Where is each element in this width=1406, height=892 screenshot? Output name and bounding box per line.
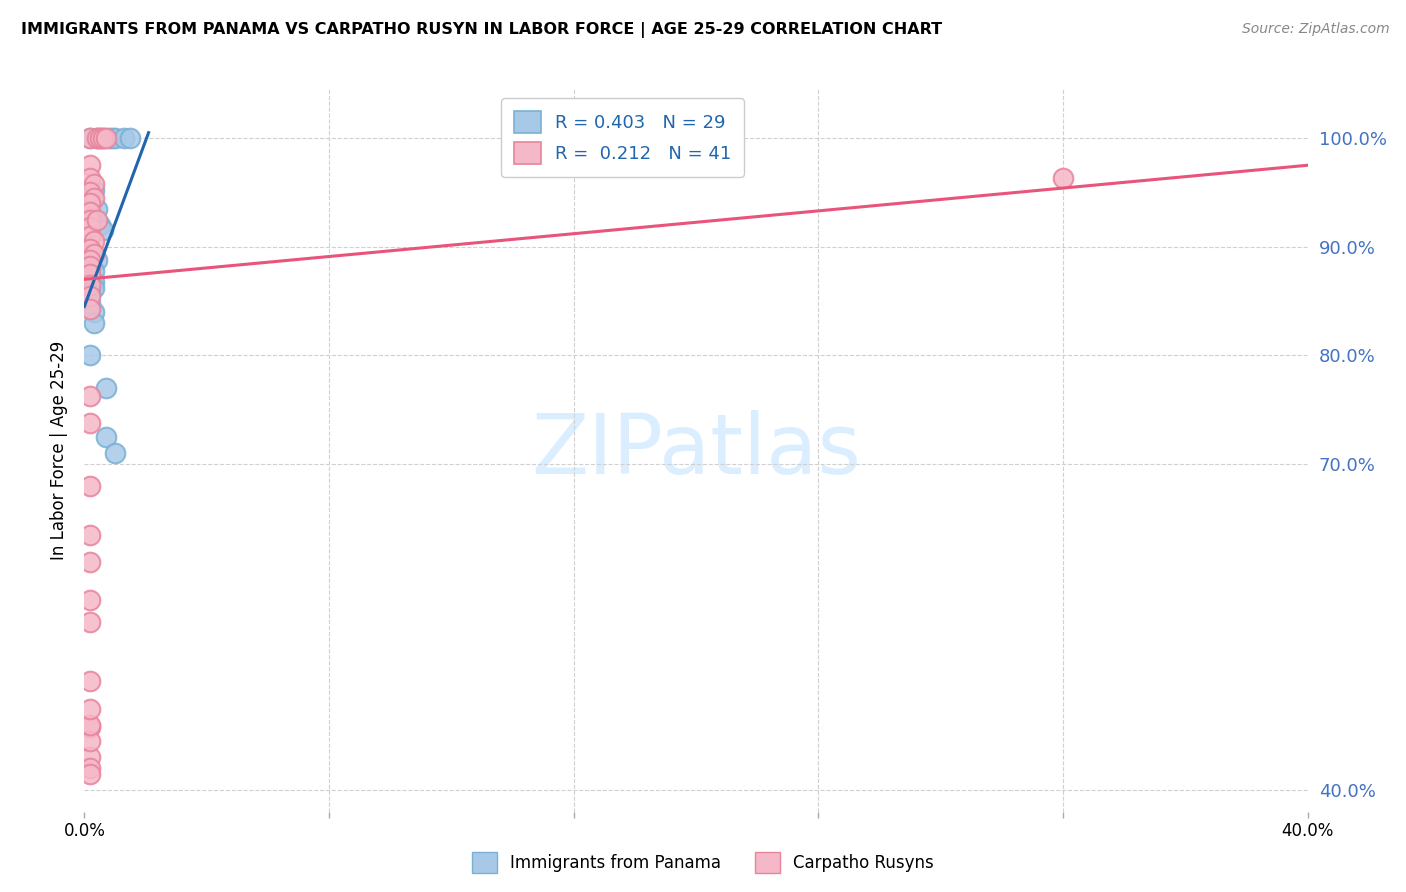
Point	[79, 761, 101, 775]
Point	[79, 260, 101, 274]
Point	[79, 555, 101, 569]
Point	[83, 177, 105, 191]
Point	[83, 183, 105, 197]
Point	[79, 171, 101, 186]
Y-axis label: In Labor Force | Age 25-29: In Labor Force | Age 25-29	[51, 341, 69, 560]
Point	[79, 750, 101, 764]
Point	[79, 269, 101, 284]
Point	[79, 718, 101, 732]
Point	[94, 131, 117, 145]
Point	[79, 592, 101, 607]
Point	[104, 131, 127, 145]
Point	[83, 275, 105, 289]
Point	[79, 766, 101, 780]
Point	[79, 720, 101, 734]
Point	[79, 131, 101, 145]
Point	[94, 381, 117, 395]
Point	[79, 131, 101, 145]
Point	[91, 131, 114, 145]
Point	[89, 218, 111, 232]
Text: Source: ZipAtlas.com: Source: ZipAtlas.com	[1241, 22, 1389, 37]
Point	[89, 131, 111, 145]
Point	[79, 242, 101, 256]
Point	[94, 430, 117, 444]
Point	[83, 263, 105, 277]
Legend: R = 0.403   N = 29, R =  0.212   N = 41: R = 0.403 N = 29, R = 0.212 N = 41	[501, 98, 744, 177]
Point	[86, 252, 108, 267]
Point	[79, 277, 101, 292]
Point	[79, 212, 101, 227]
Point	[83, 281, 105, 295]
Point	[91, 223, 114, 237]
Point	[104, 446, 127, 460]
Point	[83, 191, 105, 205]
Point	[86, 212, 108, 227]
Point	[79, 734, 101, 748]
Point	[79, 186, 101, 200]
Point	[1052, 171, 1074, 186]
Point	[79, 479, 101, 493]
Point	[83, 247, 105, 261]
Point	[79, 196, 101, 211]
Point	[89, 131, 111, 145]
Point	[79, 260, 101, 274]
Point	[79, 674, 101, 689]
Point	[91, 131, 114, 145]
Point	[79, 252, 101, 267]
Point	[79, 267, 101, 281]
Point	[79, 220, 101, 235]
Point	[83, 305, 105, 319]
Point	[79, 228, 101, 243]
Point	[79, 615, 101, 629]
Point	[79, 527, 101, 541]
Point	[79, 288, 101, 302]
Point	[86, 131, 108, 145]
Point	[86, 131, 108, 145]
Point	[79, 205, 101, 219]
Point	[83, 316, 105, 330]
Point	[83, 235, 105, 249]
Point	[79, 416, 101, 430]
Text: ZIPatlas: ZIPatlas	[531, 410, 860, 491]
Point	[97, 131, 120, 145]
Point	[112, 131, 135, 145]
Point	[79, 348, 101, 362]
Point	[79, 286, 101, 301]
Point	[79, 242, 101, 256]
Text: IMMIGRANTS FROM PANAMA VS CARPATHO RUSYN IN LABOR FORCE | AGE 25-29 CORRELATION : IMMIGRANTS FROM PANAMA VS CARPATHO RUSYN…	[21, 22, 942, 38]
Point	[79, 301, 101, 316]
Point	[83, 247, 105, 261]
Point	[79, 296, 101, 310]
Point	[79, 388, 101, 402]
Point	[101, 131, 124, 145]
Point	[79, 701, 101, 715]
Point	[79, 158, 101, 172]
Legend: Immigrants from Panama, Carpatho Rusyns: Immigrants from Panama, Carpatho Rusyns	[465, 846, 941, 880]
Point	[120, 131, 142, 145]
Point	[86, 202, 108, 216]
